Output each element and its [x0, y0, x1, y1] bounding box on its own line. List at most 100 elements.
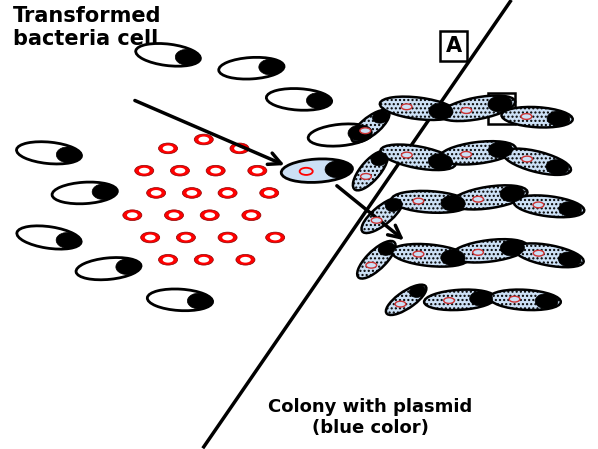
Ellipse shape: [181, 234, 191, 240]
Ellipse shape: [501, 240, 524, 256]
Ellipse shape: [401, 104, 412, 110]
Ellipse shape: [373, 110, 389, 123]
Ellipse shape: [472, 250, 483, 255]
Ellipse shape: [362, 198, 403, 233]
Ellipse shape: [206, 165, 225, 176]
Ellipse shape: [488, 96, 512, 112]
Ellipse shape: [222, 190, 233, 196]
Ellipse shape: [357, 241, 395, 278]
Ellipse shape: [259, 59, 283, 75]
Ellipse shape: [187, 293, 212, 309]
Ellipse shape: [158, 255, 178, 265]
Ellipse shape: [378, 242, 395, 255]
Ellipse shape: [92, 184, 117, 200]
Ellipse shape: [236, 255, 255, 265]
Ellipse shape: [380, 97, 456, 120]
Ellipse shape: [428, 154, 453, 170]
Ellipse shape: [252, 168, 263, 174]
Ellipse shape: [559, 252, 581, 267]
Ellipse shape: [380, 145, 456, 170]
Ellipse shape: [533, 202, 544, 208]
Ellipse shape: [56, 233, 80, 249]
Ellipse shape: [234, 145, 245, 151]
Ellipse shape: [136, 44, 200, 66]
Ellipse shape: [504, 149, 571, 175]
Ellipse shape: [222, 234, 233, 240]
Ellipse shape: [441, 195, 465, 211]
Ellipse shape: [127, 212, 138, 218]
Ellipse shape: [514, 195, 584, 217]
Ellipse shape: [116, 259, 140, 275]
Ellipse shape: [371, 217, 382, 223]
Ellipse shape: [240, 257, 251, 263]
Text: A: A: [446, 36, 462, 56]
Ellipse shape: [413, 198, 424, 204]
Ellipse shape: [164, 210, 184, 220]
Ellipse shape: [521, 156, 532, 162]
Ellipse shape: [194, 255, 213, 265]
Ellipse shape: [461, 151, 471, 157]
Ellipse shape: [348, 125, 372, 141]
Ellipse shape: [546, 159, 569, 175]
Ellipse shape: [361, 174, 371, 179]
Ellipse shape: [500, 186, 524, 202]
Ellipse shape: [440, 96, 515, 121]
Ellipse shape: [440, 141, 515, 164]
Ellipse shape: [444, 298, 454, 304]
Ellipse shape: [386, 285, 426, 315]
Ellipse shape: [424, 290, 495, 310]
Ellipse shape: [219, 57, 284, 79]
Ellipse shape: [230, 143, 249, 154]
Ellipse shape: [163, 145, 173, 151]
Text: Colony with plasmid
(blue color): Colony with plasmid (blue color): [269, 398, 472, 436]
Ellipse shape: [490, 290, 561, 310]
Ellipse shape: [413, 251, 424, 257]
Ellipse shape: [17, 142, 81, 164]
Ellipse shape: [194, 134, 213, 145]
Ellipse shape: [392, 244, 468, 267]
Ellipse shape: [270, 234, 280, 240]
Ellipse shape: [441, 250, 465, 266]
Ellipse shape: [281, 159, 352, 182]
Ellipse shape: [514, 243, 584, 267]
Ellipse shape: [533, 251, 544, 256]
Text: Transformed
bacteria cell: Transformed bacteria cell: [13, 6, 162, 49]
Ellipse shape: [360, 128, 371, 134]
Ellipse shape: [306, 92, 331, 109]
Ellipse shape: [547, 111, 570, 126]
Ellipse shape: [371, 153, 388, 166]
Ellipse shape: [461, 108, 472, 114]
Ellipse shape: [401, 152, 412, 158]
Ellipse shape: [169, 212, 179, 218]
Ellipse shape: [199, 136, 209, 142]
Ellipse shape: [451, 185, 527, 209]
Ellipse shape: [521, 114, 532, 119]
Ellipse shape: [135, 165, 154, 176]
Ellipse shape: [200, 210, 219, 220]
Ellipse shape: [260, 188, 279, 198]
Ellipse shape: [147, 188, 166, 198]
Ellipse shape: [242, 210, 261, 220]
Ellipse shape: [308, 124, 373, 146]
Ellipse shape: [473, 196, 483, 202]
Ellipse shape: [147, 289, 213, 311]
Ellipse shape: [139, 168, 150, 174]
Ellipse shape: [182, 188, 202, 198]
Ellipse shape: [218, 188, 237, 198]
Ellipse shape: [151, 190, 161, 196]
Ellipse shape: [145, 234, 155, 240]
Ellipse shape: [559, 202, 581, 216]
Ellipse shape: [52, 182, 117, 204]
Ellipse shape: [535, 294, 558, 309]
Ellipse shape: [17, 226, 81, 249]
Ellipse shape: [199, 257, 209, 263]
Ellipse shape: [210, 168, 221, 174]
Ellipse shape: [141, 232, 160, 243]
Ellipse shape: [353, 151, 388, 190]
Ellipse shape: [266, 232, 285, 243]
Ellipse shape: [509, 296, 520, 302]
Ellipse shape: [366, 262, 377, 268]
Ellipse shape: [76, 258, 141, 280]
Text: B: B: [493, 98, 509, 118]
Ellipse shape: [163, 257, 173, 263]
